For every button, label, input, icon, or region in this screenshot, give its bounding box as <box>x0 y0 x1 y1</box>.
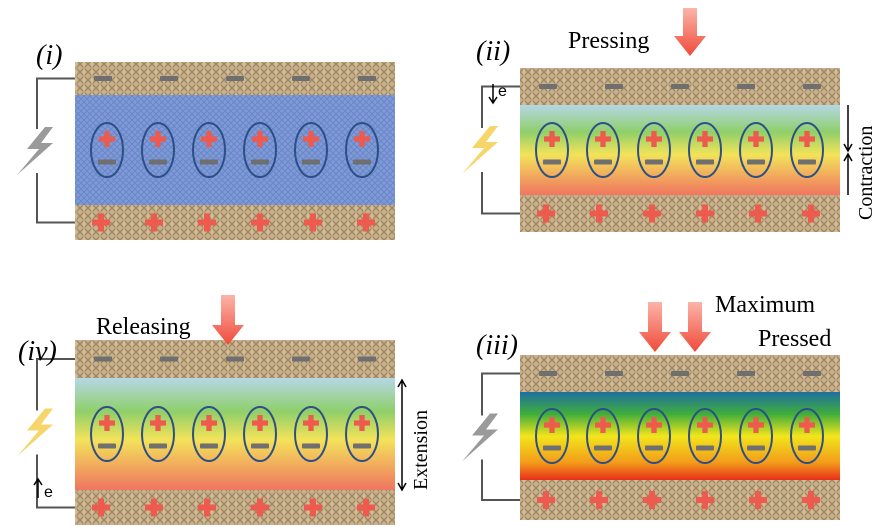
minus-sign <box>302 160 320 165</box>
minus-sign <box>539 371 557 376</box>
minus-sign <box>292 76 310 81</box>
minus-sign <box>671 84 689 89</box>
minus-sign <box>160 76 178 81</box>
minus-sign <box>645 446 663 451</box>
minus-sign <box>696 160 714 165</box>
panel-label: (ii) <box>476 36 510 67</box>
press-arrow <box>639 302 671 352</box>
action-label: Maximum <box>715 292 815 318</box>
minus-sign <box>798 160 816 165</box>
action-label: Pressed <box>758 326 831 352</box>
fabric-bottom <box>75 490 395 525</box>
electron-label: e <box>498 83 507 100</box>
minus-sign <box>358 357 376 362</box>
minus-sign <box>200 444 218 449</box>
minus-sign <box>302 444 320 449</box>
minus-sign <box>149 160 167 165</box>
minus-sign <box>543 160 561 165</box>
contraction-arrows <box>844 105 852 195</box>
action-label: Pressing <box>568 28 649 54</box>
press-arrow <box>679 302 711 352</box>
minus-sign <box>200 160 218 165</box>
minus-sign <box>737 84 755 89</box>
panel-label: (iii) <box>476 330 518 361</box>
action-label: Releasing <box>96 314 191 340</box>
fabric-bottom <box>520 195 840 232</box>
minus-sign <box>803 84 821 89</box>
minus-sign <box>353 160 371 165</box>
minus-sign <box>696 446 714 451</box>
minus-sign <box>226 357 244 362</box>
press-arrow <box>674 8 706 56</box>
minus-sign <box>543 446 561 451</box>
minus-sign <box>539 84 557 89</box>
minus-sign <box>798 446 816 451</box>
press-arrow <box>212 295 244 345</box>
minus-sign <box>594 446 612 451</box>
minus-sign <box>149 444 167 449</box>
side-label: Contraction <box>855 126 877 220</box>
electron-arrow <box>34 479 42 498</box>
panel-label: (iv) <box>18 336 57 367</box>
minus-sign <box>671 371 689 376</box>
minus-sign <box>353 444 371 449</box>
minus-sign <box>94 76 112 81</box>
minus-sign <box>251 160 269 165</box>
minus-sign <box>98 444 116 449</box>
minus-sign <box>737 371 755 376</box>
minus-sign <box>747 446 765 451</box>
minus-sign <box>94 357 112 362</box>
minus-sign <box>605 371 623 376</box>
minus-sign <box>803 371 821 376</box>
fabric-bottom <box>520 480 840 520</box>
minus-sign <box>292 357 310 362</box>
minus-sign <box>645 160 663 165</box>
electron-label: e <box>44 484 53 501</box>
minus-sign <box>226 76 244 81</box>
minus-sign <box>594 160 612 165</box>
side-label: Extension <box>410 410 432 490</box>
minus-sign <box>358 76 376 81</box>
extension-arrow <box>398 380 406 490</box>
minus-sign <box>605 84 623 89</box>
diagram: (i) (ii) (iii) (iv) Pressing Maximum Pre… <box>0 0 878 527</box>
panel-label: (i) <box>36 40 62 71</box>
fabric-bottom <box>75 205 395 240</box>
minus-sign <box>251 444 269 449</box>
minus-sign <box>160 357 178 362</box>
minus-sign <box>747 160 765 165</box>
minus-sign <box>98 160 116 165</box>
